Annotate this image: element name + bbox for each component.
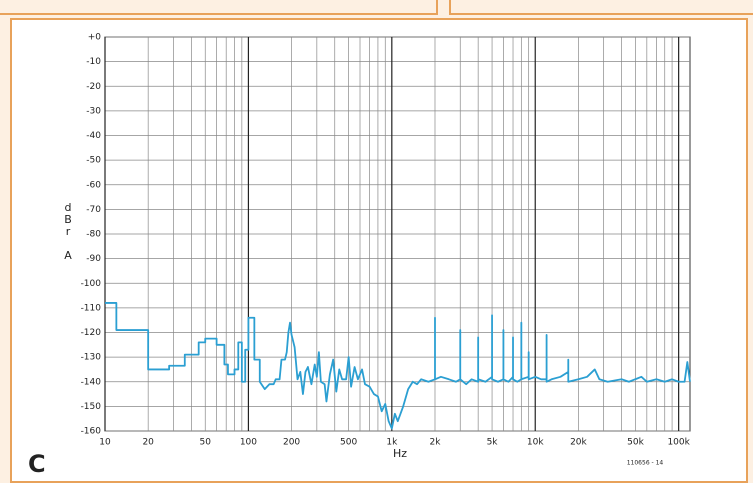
frame-top-left xyxy=(0,0,438,15)
figure-id: 110656 - 14 xyxy=(627,460,664,467)
y-tick-label: -100 xyxy=(81,279,102,289)
y-tick-label: -130 xyxy=(81,353,102,363)
y-tick-label: -140 xyxy=(81,377,102,387)
x-tick-label: 2k xyxy=(430,438,442,448)
frame-top-right xyxy=(449,0,753,15)
y-tick-label: +0 xyxy=(88,33,102,43)
y-tick-label: -40 xyxy=(86,131,101,141)
x-tick-label: 20k xyxy=(570,438,587,448)
x-tick-label: 500 xyxy=(340,438,357,448)
x-tick-label: 100 xyxy=(240,438,257,448)
x-tick-label: 10 xyxy=(99,438,111,448)
x-tick-label: 50 xyxy=(200,438,212,448)
x-tick-label: 1k xyxy=(386,438,398,448)
x-tick-label: 100k xyxy=(667,438,690,448)
trace xyxy=(105,302,691,430)
panel-label: C xyxy=(28,450,46,478)
x-tick-label: 10k xyxy=(527,438,544,448)
y-tick-label: -160 xyxy=(81,427,102,437)
y-tick-label: -30 xyxy=(86,106,101,116)
x-tick-label: 200 xyxy=(283,438,300,448)
y-tick-label: -150 xyxy=(81,402,102,412)
y-tick-label: -10 xyxy=(86,57,101,67)
x-tick-label: 20 xyxy=(142,438,154,448)
x-tick-label: 50k xyxy=(627,438,644,448)
x-tick-label: 5k xyxy=(487,438,499,448)
y-tick-label: -80 xyxy=(86,230,101,240)
y-tick-label: -20 xyxy=(86,82,101,92)
y-tick-label: -90 xyxy=(86,254,101,264)
y-tick-label: -120 xyxy=(81,328,102,338)
y-tick-label: -70 xyxy=(86,205,101,215)
y-tick-label: -50 xyxy=(86,156,101,166)
x-axis-label: Hz xyxy=(393,447,407,460)
y-tick-label: -110 xyxy=(81,303,102,313)
y-tick-label: -60 xyxy=(86,180,101,190)
